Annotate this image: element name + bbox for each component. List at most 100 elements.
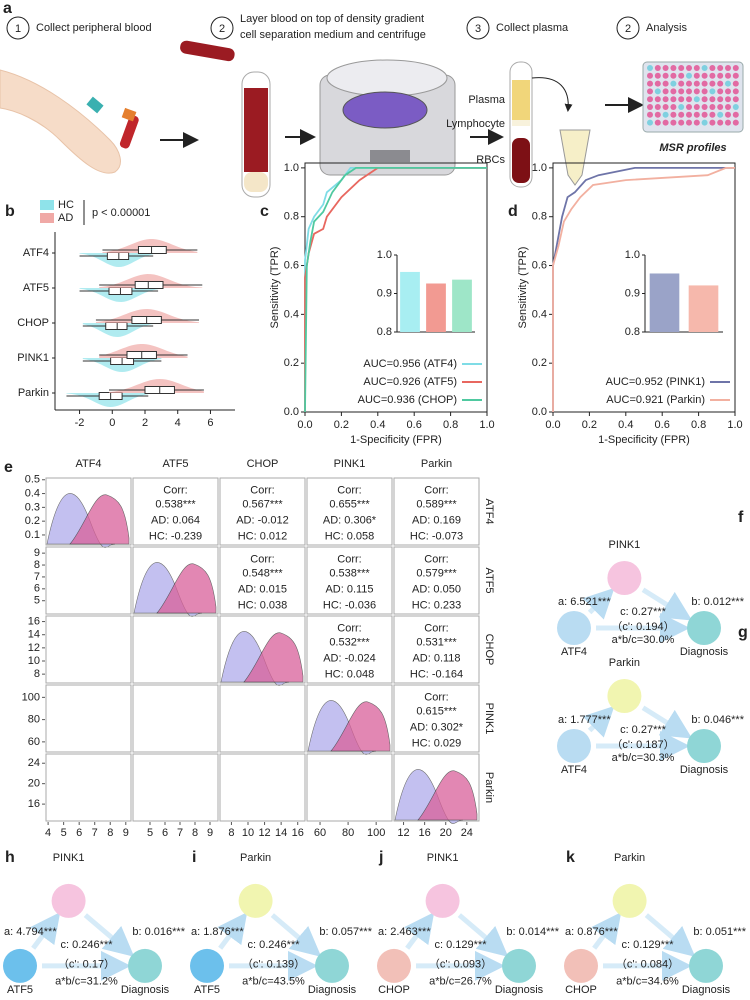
roc-curve: [304, 166, 487, 413]
well: [647, 111, 653, 118]
corr-hc: HC: -0.239: [149, 530, 202, 542]
well: [717, 65, 724, 71]
corr-ad: AD: 0.302*: [410, 721, 464, 733]
corr-value: 0.548***: [242, 567, 283, 579]
x-tick-label: 7: [92, 827, 98, 839]
node-x: [557, 729, 591, 763]
path-c: c: 0.246***: [61, 939, 114, 951]
node-outcome: [687, 611, 721, 645]
node-mediator: [612, 883, 647, 918]
well: [725, 72, 731, 79]
well: [647, 72, 653, 79]
path-b: b: 0.051***: [693, 926, 746, 938]
path-c-prime: （c': 0.194）: [611, 620, 674, 633]
well: [693, 96, 700, 103]
step-number: 2: [219, 23, 225, 35]
well: [717, 104, 724, 110]
path-a: a: 1.777***: [558, 714, 611, 726]
x-tick-label: 60: [314, 827, 326, 839]
panel-label: f: [738, 509, 744, 526]
ratio: a*b/c=31.2%: [55, 975, 118, 987]
y-tick-label: PINK1: [17, 352, 49, 364]
density-ad: [69, 494, 130, 545]
corr-ad: AD: 0.015: [238, 583, 287, 595]
well: [647, 65, 653, 71]
x-tick-label: 1.0: [727, 419, 742, 431]
path-c: c: 0.27***: [620, 606, 667, 618]
x-tick-label: 12: [258, 827, 270, 839]
well: [662, 88, 669, 95]
path-arrow: [404, 912, 435, 950]
corr-hc: HC: 0.038: [238, 599, 288, 611]
row-header: PINK1: [483, 703, 495, 735]
path-arrow: [217, 912, 248, 950]
corr-hc: HC: -0.073: [410, 530, 463, 542]
path-a: a: 0.876***: [565, 926, 618, 938]
node-outcome: [689, 948, 723, 983]
result-label: MSR profiles: [659, 142, 726, 154]
cell: [45, 477, 132, 546]
well: [709, 96, 716, 103]
x-name: ATF5: [7, 984, 33, 996]
step-circle: [6, 16, 30, 40]
well: [717, 111, 724, 118]
corr-hc: HC: 0.012: [238, 530, 288, 542]
well: [686, 104, 692, 110]
legend-label: HC: [58, 199, 74, 211]
y-tick-label: 0.3: [25, 501, 40, 513]
inset-bar: [649, 273, 680, 332]
well: [686, 88, 692, 95]
well: [678, 96, 685, 103]
path-c-prime: （c': 0.084）: [616, 958, 679, 971]
well: [701, 104, 708, 110]
corr-hc: HC: -0.164: [410, 668, 463, 680]
outcome-name: Diagnosis: [680, 646, 729, 658]
y-tick-label: 0.0: [532, 406, 547, 418]
y-tick-label: 0.8: [532, 211, 547, 223]
node-outcome: [128, 948, 162, 983]
legend-label: AUC=0.952 (PINK1): [606, 376, 705, 388]
well: [701, 80, 708, 87]
x-tick-label: 100: [367, 827, 385, 839]
x-name: CHOP: [378, 984, 410, 996]
well: [654, 104, 661, 110]
mediator-name: PINK1: [609, 539, 641, 551]
well: [709, 88, 716, 95]
x-tick-label: 8: [107, 827, 113, 839]
y-axis-title: Sensitivity (TPR): [269, 247, 281, 329]
outcome-name: Diagnosis: [680, 764, 729, 776]
x-axis-title: 1-Specificity (FPR): [598, 434, 690, 446]
ratio: a*b/c=30.3%: [612, 752, 675, 764]
well: [647, 96, 653, 103]
path-a: a: 2.463***: [378, 926, 431, 938]
legend-label: AUC=0.956 (ATF4): [363, 358, 457, 370]
cell: [219, 546, 306, 615]
x-tick-label: 5: [61, 827, 67, 839]
y-tick-label: 0.2: [284, 357, 299, 369]
cell: [219, 477, 306, 546]
well: [678, 88, 685, 95]
path-arrow: [30, 912, 61, 950]
box: [137, 246, 167, 254]
corr-value: 0.532***: [329, 636, 370, 648]
cell: [393, 477, 480, 546]
well: [693, 111, 700, 118]
well: [662, 119, 669, 126]
path-a: a: 1.876***: [191, 926, 244, 938]
y-tick-label: 0.6: [284, 259, 299, 271]
path-arrow: [83, 913, 135, 957]
x-name: ATF4: [561, 646, 587, 658]
cell: [306, 477, 393, 546]
cell: [45, 615, 132, 684]
well: [709, 80, 716, 87]
x-name: ATF4: [561, 764, 587, 776]
well: [693, 72, 700, 79]
column-header: PINK1: [334, 458, 366, 470]
row-header: ATF5: [483, 567, 495, 593]
y-tick-label: 12: [28, 642, 40, 654]
y-tick-label: 60: [28, 736, 40, 748]
y-tick-label: 100: [22, 691, 40, 703]
inset-bar: [400, 271, 420, 332]
well: [686, 119, 692, 126]
well: [725, 111, 731, 118]
